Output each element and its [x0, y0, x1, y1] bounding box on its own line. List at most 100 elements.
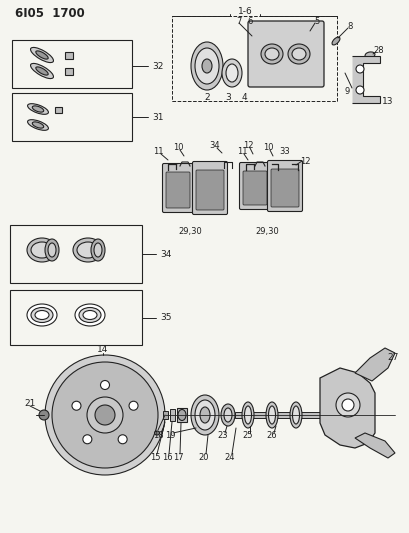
FancyBboxPatch shape [162, 164, 193, 213]
Text: 4: 4 [240, 93, 246, 101]
Ellipse shape [364, 52, 374, 58]
Text: 21: 21 [24, 399, 36, 408]
Text: 5: 5 [314, 17, 319, 26]
Bar [65, 52, 73, 59]
Text: 3: 3 [225, 93, 230, 101]
Ellipse shape [77, 242, 99, 258]
Ellipse shape [48, 243, 56, 257]
Polygon shape [354, 348, 394, 381]
Bar [12, 93, 132, 141]
Ellipse shape [261, 44, 282, 64]
Ellipse shape [30, 63, 53, 78]
Text: 28: 28 [373, 45, 383, 54]
Circle shape [83, 435, 92, 444]
Text: 25: 25 [242, 432, 253, 440]
Ellipse shape [35, 311, 49, 319]
FancyBboxPatch shape [239, 163, 270, 209]
Ellipse shape [27, 304, 57, 326]
Bar [12, 40, 132, 88]
Ellipse shape [32, 106, 44, 112]
Ellipse shape [36, 51, 48, 59]
Circle shape [335, 393, 359, 417]
Text: 20: 20 [198, 454, 209, 463]
Ellipse shape [27, 120, 48, 130]
FancyBboxPatch shape [196, 170, 223, 210]
Text: 10: 10 [172, 142, 183, 151]
Ellipse shape [31, 242, 53, 258]
Ellipse shape [287, 44, 309, 64]
Ellipse shape [225, 64, 237, 82]
Ellipse shape [27, 238, 57, 262]
Ellipse shape [75, 304, 105, 326]
Ellipse shape [195, 400, 214, 430]
FancyBboxPatch shape [243, 171, 266, 205]
Text: 12: 12 [242, 141, 253, 149]
Ellipse shape [45, 239, 59, 261]
Polygon shape [351, 56, 379, 103]
Text: 11: 11 [153, 147, 163, 156]
Bar [55, 107, 62, 113]
Circle shape [39, 410, 49, 420]
Text: 10: 10 [262, 142, 272, 151]
Bar [234, 412, 354, 418]
Ellipse shape [94, 243, 102, 257]
Ellipse shape [31, 308, 53, 322]
Ellipse shape [202, 59, 211, 73]
Ellipse shape [30, 47, 53, 62]
Text: 15: 15 [149, 454, 160, 463]
Ellipse shape [244, 406, 251, 424]
Circle shape [355, 65, 363, 73]
Text: 32: 32 [152, 61, 163, 70]
FancyBboxPatch shape [192, 161, 227, 214]
FancyBboxPatch shape [270, 169, 298, 207]
Ellipse shape [264, 48, 278, 60]
Ellipse shape [83, 311, 97, 319]
Text: 29,30: 29,30 [178, 227, 201, 236]
Text: 6: 6 [247, 17, 252, 26]
Bar [10, 290, 142, 345]
Text: 35: 35 [160, 313, 171, 322]
Ellipse shape [200, 407, 209, 423]
Polygon shape [319, 368, 374, 448]
Circle shape [45, 355, 164, 475]
Text: 13: 13 [381, 96, 393, 106]
Text: 23: 23 [217, 432, 228, 440]
Ellipse shape [154, 431, 159, 435]
Text: 24: 24 [224, 454, 235, 463]
Ellipse shape [73, 238, 103, 262]
Bar [65, 68, 73, 75]
Bar [172, 16, 336, 101]
Bar [170, 409, 175, 421]
Bar [177, 408, 187, 422]
Ellipse shape [36, 67, 48, 75]
Text: 6I05  1700: 6I05 1700 [15, 6, 85, 20]
Text: 9: 9 [344, 86, 349, 95]
Ellipse shape [191, 395, 218, 435]
FancyBboxPatch shape [267, 160, 302, 212]
Text: 12: 12 [299, 157, 310, 166]
Ellipse shape [79, 308, 101, 322]
Circle shape [72, 401, 81, 410]
Ellipse shape [291, 48, 305, 60]
Text: 19: 19 [164, 432, 175, 440]
Text: 31: 31 [152, 112, 163, 122]
Ellipse shape [241, 402, 254, 428]
Ellipse shape [289, 402, 301, 428]
Ellipse shape [221, 59, 241, 87]
Text: 17: 17 [172, 454, 183, 463]
Text: 14: 14 [97, 345, 108, 354]
Ellipse shape [27, 104, 48, 114]
Text: 29,30: 29,30 [254, 227, 278, 236]
Ellipse shape [268, 406, 275, 424]
Ellipse shape [195, 48, 218, 84]
Circle shape [87, 397, 123, 433]
Circle shape [52, 362, 157, 468]
FancyBboxPatch shape [247, 21, 323, 87]
Ellipse shape [292, 406, 299, 424]
Circle shape [118, 435, 127, 444]
Text: 7: 7 [236, 17, 241, 26]
Text: 34: 34 [209, 141, 220, 149]
Ellipse shape [91, 239, 105, 261]
Ellipse shape [265, 402, 277, 428]
Ellipse shape [220, 404, 234, 426]
